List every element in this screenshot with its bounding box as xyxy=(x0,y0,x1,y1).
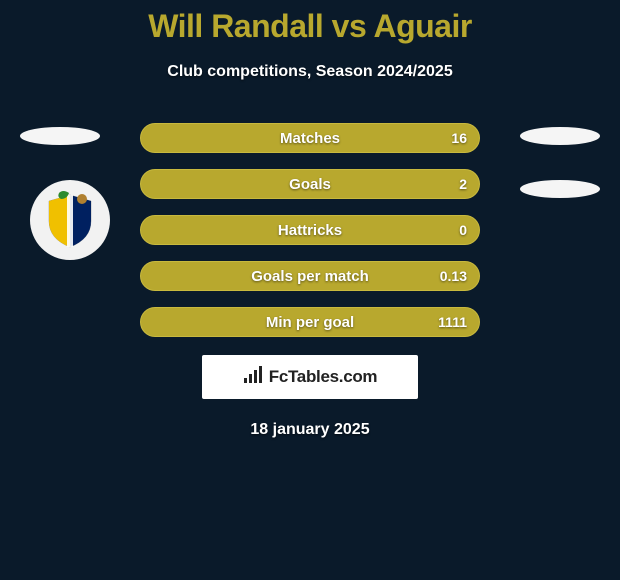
stats-container: Matches 16 Goals 2 Hattricks 0 Goals per… xyxy=(0,123,620,337)
stat-right-value: 0 xyxy=(459,222,467,238)
bar-chart-icon xyxy=(243,366,265,389)
stat-row-goals-per-match: Goals per match 0.13 xyxy=(140,261,480,291)
stat-label: Min per goal xyxy=(266,314,354,331)
page-title: Will Randall vs Aguair xyxy=(0,0,620,45)
stat-label: Matches xyxy=(280,130,340,147)
stat-row-matches: Matches 16 xyxy=(140,123,480,153)
stat-label: Goals xyxy=(289,176,331,193)
stat-right-value: 0.13 xyxy=(440,268,467,284)
stat-row-min-per-goal: Min per goal 1111 xyxy=(140,307,480,337)
stat-row-hattricks: Hattricks 0 xyxy=(140,215,480,245)
stat-label: Goals per match xyxy=(251,268,369,285)
stat-row-goals: Goals 2 xyxy=(140,169,480,199)
brand-text: FcTables.com xyxy=(269,367,378,387)
stat-right-value: 2 xyxy=(459,176,467,192)
stat-label: Hattricks xyxy=(278,222,342,239)
subtitle: Club competitions, Season 2024/2025 xyxy=(0,63,620,81)
date-text: 18 january 2025 xyxy=(0,421,620,439)
stat-right-value: 1111 xyxy=(438,314,467,330)
brand-box[interactable]: FcTables.com xyxy=(202,355,418,399)
stat-right-value: 16 xyxy=(451,130,467,146)
